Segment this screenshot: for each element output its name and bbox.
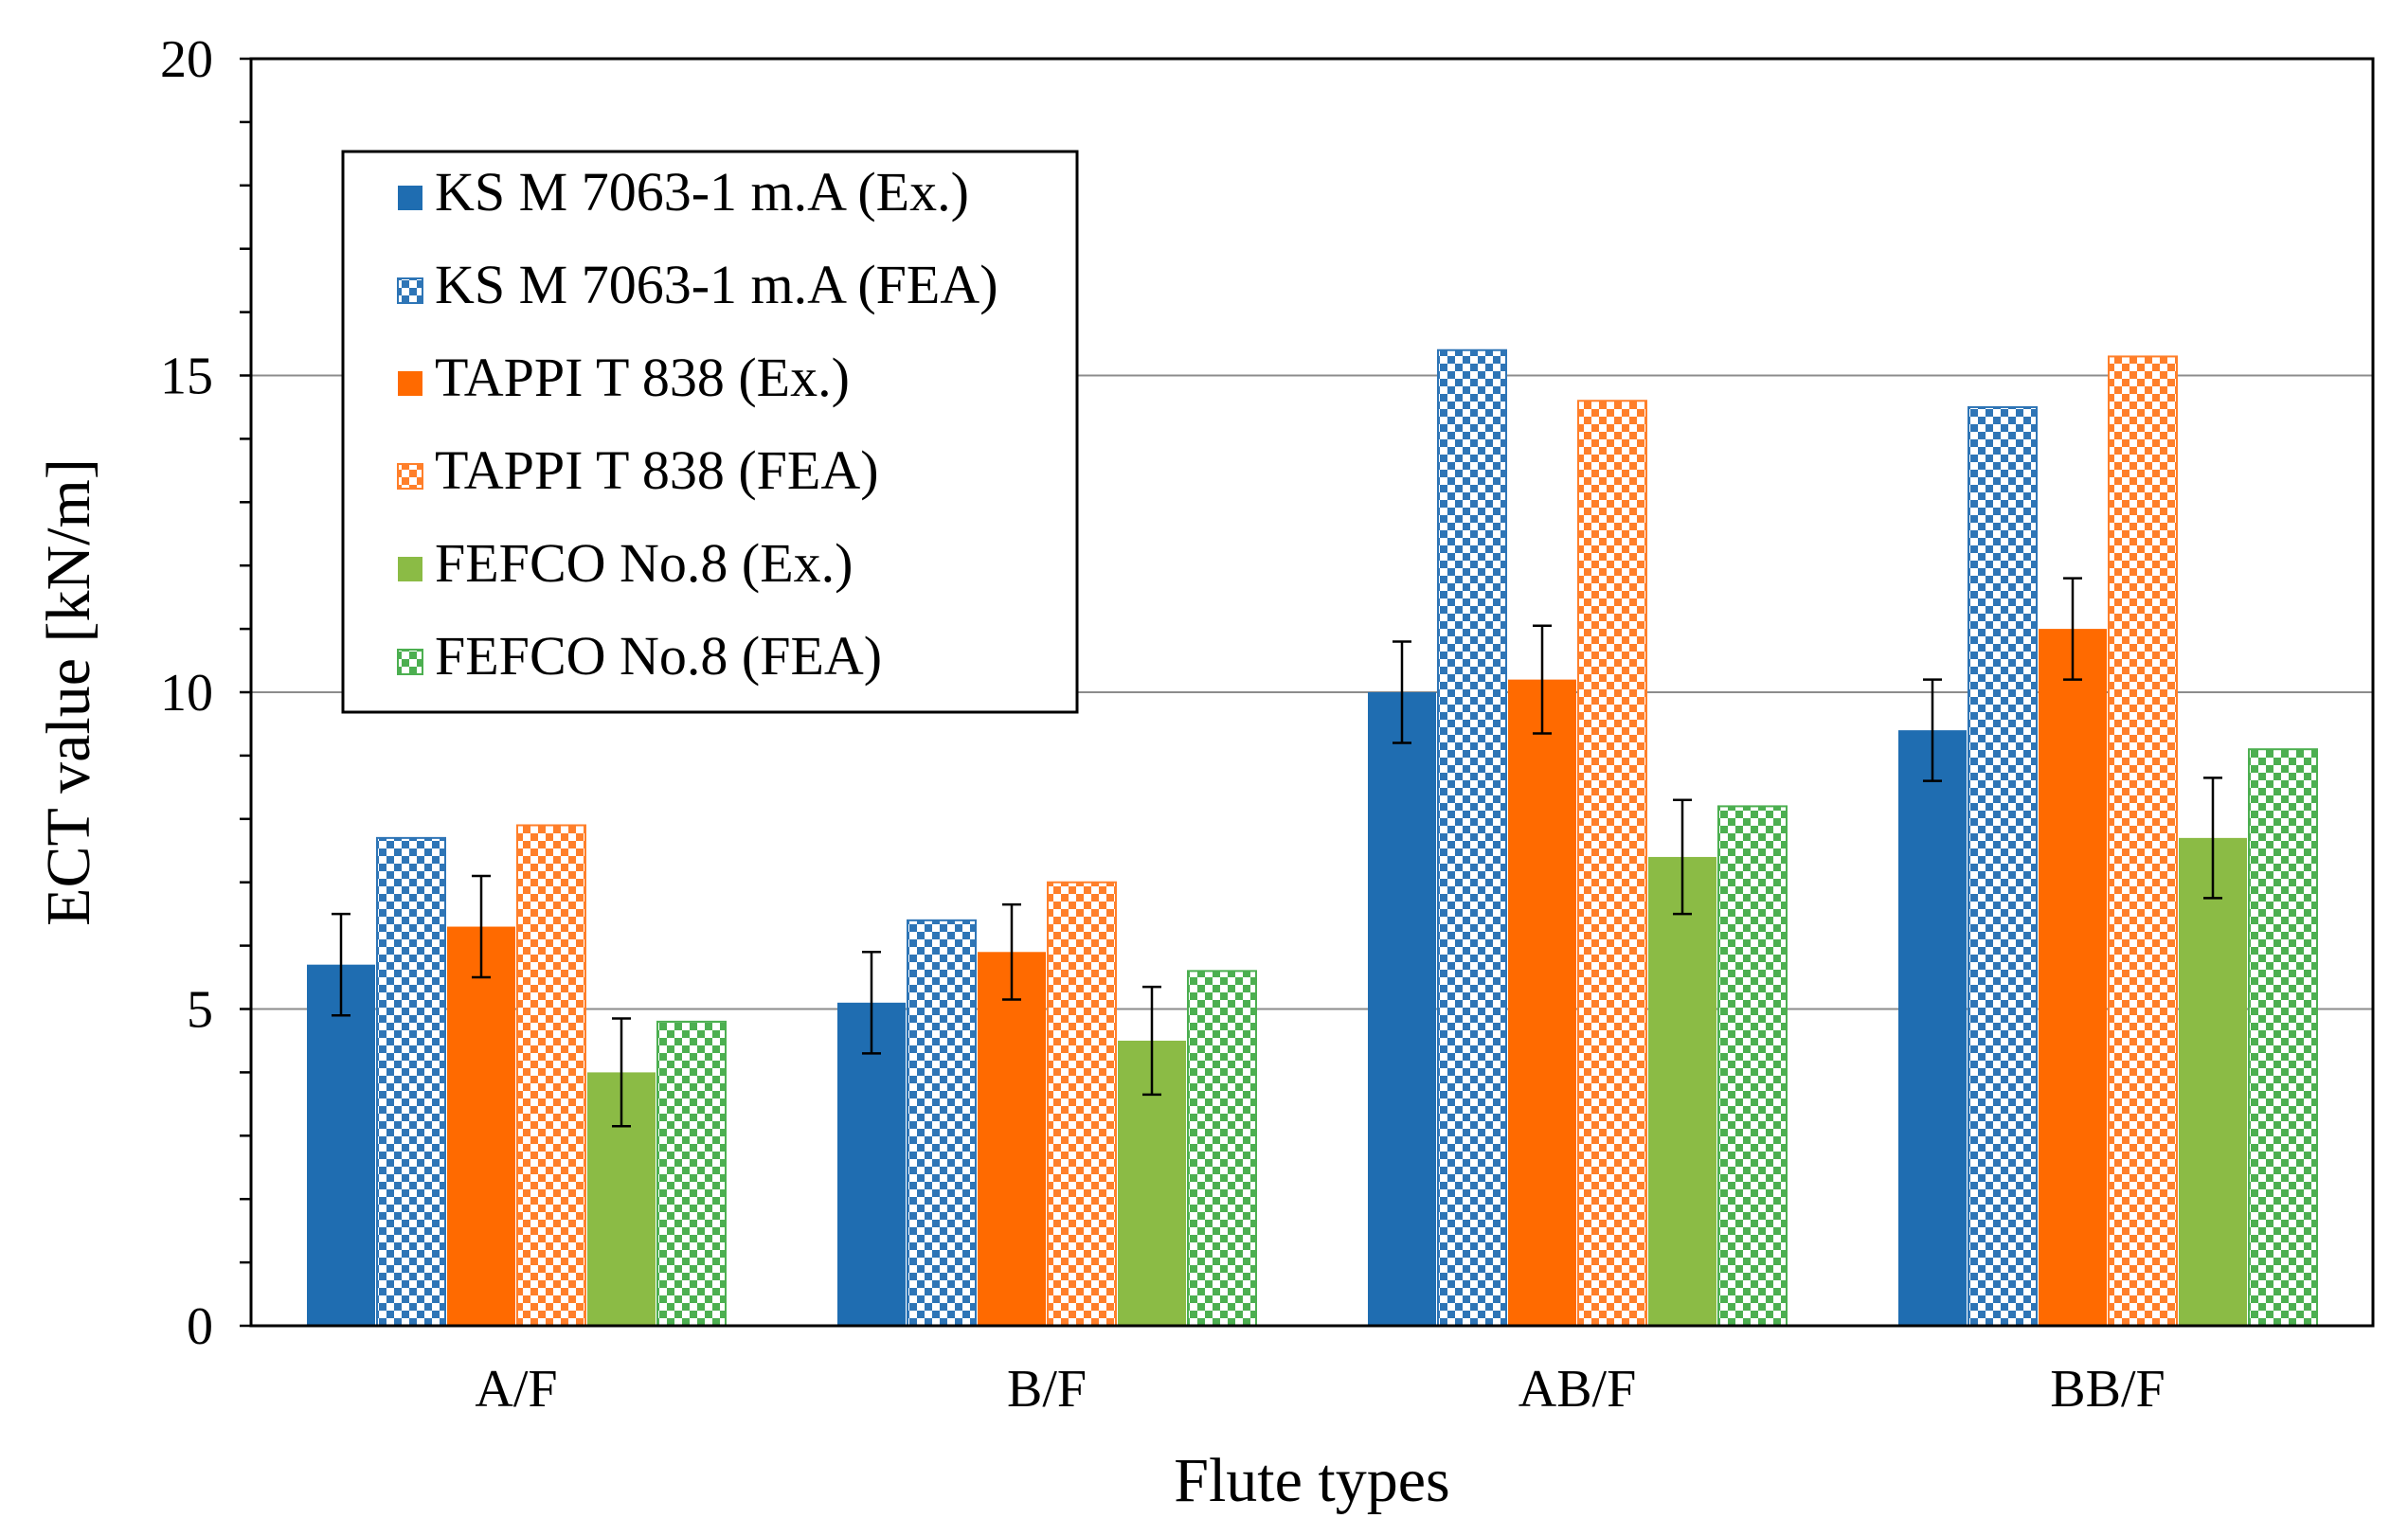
y-tick-label: 10 <box>160 664 213 723</box>
bar <box>307 964 375 1326</box>
legend-label: FEFCO No.8 (Ex.) <box>435 532 853 594</box>
error-bars <box>332 577 2222 1128</box>
bar <box>1577 400 1647 1327</box>
x-category-label: BB/F <box>2050 1360 2165 1419</box>
legend-box <box>341 150 1079 714</box>
legend-swatch <box>398 186 422 210</box>
bar <box>1968 405 2038 1327</box>
bar <box>516 824 586 1327</box>
y-tick-labels: 0 5 10 15 20 <box>160 30 213 1356</box>
bar <box>2108 355 2178 1327</box>
x-category-label: A/F <box>475 1360 557 1419</box>
bar <box>1717 805 1788 1327</box>
y-axis-ticks <box>240 57 251 1328</box>
bar <box>1047 881 1117 1327</box>
bar <box>1508 679 1576 1326</box>
bar <box>837 1002 906 1326</box>
legend-swatch <box>398 557 422 581</box>
bar <box>1898 730 1967 1326</box>
x-axis-title: Flute types <box>1174 1446 1450 1515</box>
legend-swatch <box>397 463 423 490</box>
legend-swatch <box>397 277 423 304</box>
bar <box>2248 748 2318 1327</box>
legend-label: KS M 7063-1 m.A (FEA) <box>435 254 998 315</box>
y-tick-label: 20 <box>160 30 213 89</box>
bar <box>1648 856 1716 1326</box>
legend-swatch <box>397 649 423 675</box>
legend-label: TAPPI T 838 (FEA) <box>435 439 879 501</box>
bar <box>447 926 515 1326</box>
x-category-label: B/F <box>1007 1360 1087 1419</box>
x-category-label: AB/F <box>1518 1360 1637 1419</box>
bar-marks <box>307 348 2318 1328</box>
bar <box>978 952 1046 1326</box>
y-tick-label: 0 <box>187 1297 213 1356</box>
bar <box>2039 629 2107 1326</box>
bar <box>376 836 446 1327</box>
bar <box>1368 692 1436 1326</box>
bar <box>907 919 977 1328</box>
x-category-labels: A/F B/F AB/F BB/F <box>475 1360 2165 1419</box>
bar <box>656 1020 727 1327</box>
bar <box>1187 970 1257 1327</box>
legend-swatch <box>398 371 422 396</box>
legend: KS M 7063-1 m.A (Ex.) KS M 7063-1 m.A (FE… <box>341 150 1079 714</box>
legend-label: KS M 7063-1 m.A (Ex.) <box>435 161 969 223</box>
legend-label: FEFCO No.8 (FEA) <box>435 625 882 687</box>
y-tick-label: 5 <box>187 981 213 1040</box>
legend-label: TAPPI T 838 (Ex.) <box>435 347 850 408</box>
bar <box>1437 348 1507 1327</box>
bar <box>2179 837 2247 1326</box>
y-tick-label: 15 <box>160 348 213 406</box>
y-axis-title: ECT value [kN/m] <box>34 458 103 926</box>
